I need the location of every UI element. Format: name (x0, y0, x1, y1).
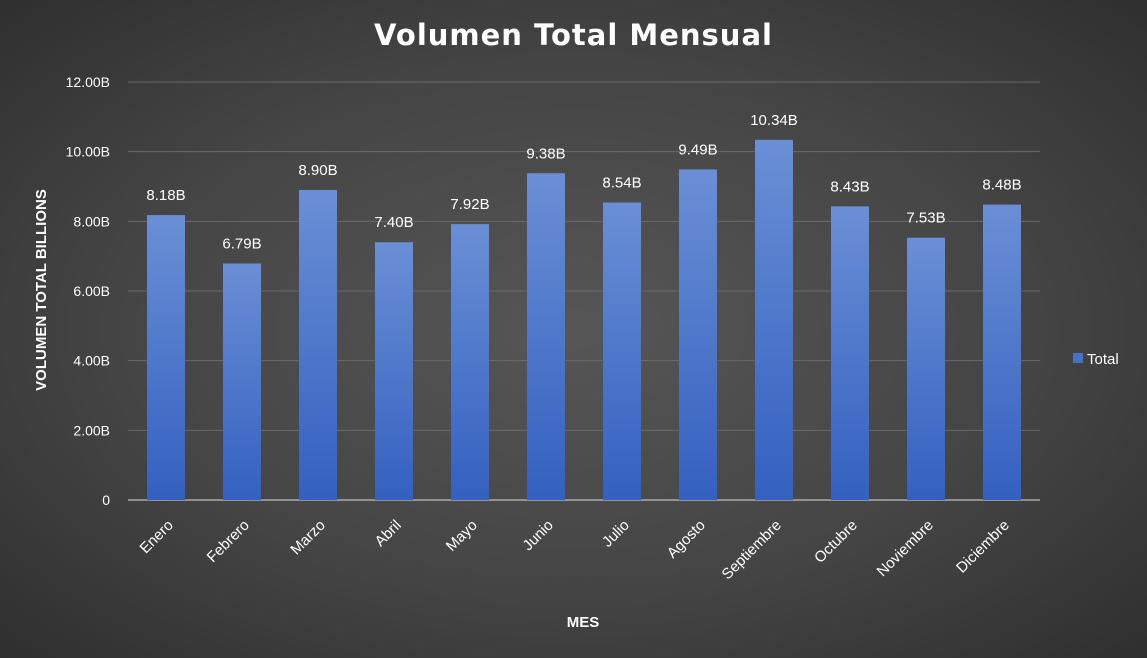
legend-label-total: Total (1087, 351, 1119, 368)
data-label: 8.90B (298, 162, 337, 179)
x-tick-label: Noviembre (874, 517, 937, 580)
y-tick-label: 6.00B (73, 283, 110, 299)
data-label: 9.38B (526, 145, 565, 162)
data-label: 8.18B (146, 187, 185, 204)
bar-septiembre (755, 139, 793, 500)
bar-marzo (299, 189, 337, 500)
x-tick-label: Junio (519, 517, 556, 554)
bars (147, 139, 1021, 501)
x-tick-label: Julio (599, 517, 633, 551)
data-label: 8.48B (982, 177, 1021, 194)
x-tick-label: Enero (137, 517, 177, 557)
y-tick-label: 0 (102, 492, 110, 508)
data-label: 9.49B (678, 141, 717, 158)
y-tick-label: 12.00B (66, 74, 110, 90)
bar-octubre (831, 206, 869, 501)
x-tick-label: Abril (372, 517, 405, 550)
y-tick-label: 10.00B (66, 144, 110, 160)
y-axis-ticks: 0 2.00B 4.00B 6.00B 8.00B 10.00B 12.00B (66, 74, 111, 508)
x-tick-label: Febrero (204, 517, 253, 566)
x-tick-label: Diciembre (953, 517, 1013, 577)
data-label: 7.40B (374, 214, 413, 231)
x-axis-ticks: Enero Febrero Marzo Abril Mayo Junio Julio Agos… (137, 517, 1013, 583)
bar-julio (603, 202, 641, 501)
bar-enero (147, 215, 185, 500)
chart-title: Volumen Total Mensual (374, 18, 773, 52)
x-tick-label: Mayo (443, 517, 481, 555)
legend-swatch-total (1073, 353, 1083, 363)
bar-noviembre (907, 237, 945, 500)
data-label: 7.53B (906, 210, 945, 227)
x-tick-label: Marzo (287, 517, 328, 558)
bar-abril (375, 242, 413, 500)
data-labels: 8.18B 6.79B 8.90B 7.40B 7.92B 9.38B 8.54B 9.49B… (146, 112, 1021, 253)
bar-mayo (451, 224, 489, 500)
data-label: 8.54B (602, 175, 641, 192)
x-tick-label: Septiembre (719, 517, 785, 583)
y-tick-label: 4.00B (73, 353, 110, 369)
bar-diciembre (983, 204, 1021, 500)
data-label: 10.34B (750, 112, 798, 129)
data-label: 7.92B (450, 196, 489, 213)
y-tick-label: 8.00B (73, 213, 110, 229)
gridlines (128, 81, 1040, 501)
y-axis-title: VOLUMEN TOTAL BILLIONS (33, 189, 50, 391)
x-tick-label: Agosto (664, 517, 709, 562)
legend: Total (1073, 351, 1119, 368)
bar-junio (527, 173, 565, 500)
x-axis-title: MES (567, 614, 600, 631)
bar-agosto (679, 169, 717, 500)
x-tick-label: Octubre (811, 517, 861, 567)
data-label: 6.79B (222, 235, 261, 252)
bar-febrero (223, 263, 261, 500)
data-label: 8.43B (830, 178, 869, 195)
y-tick-label: 2.00B (73, 422, 110, 438)
